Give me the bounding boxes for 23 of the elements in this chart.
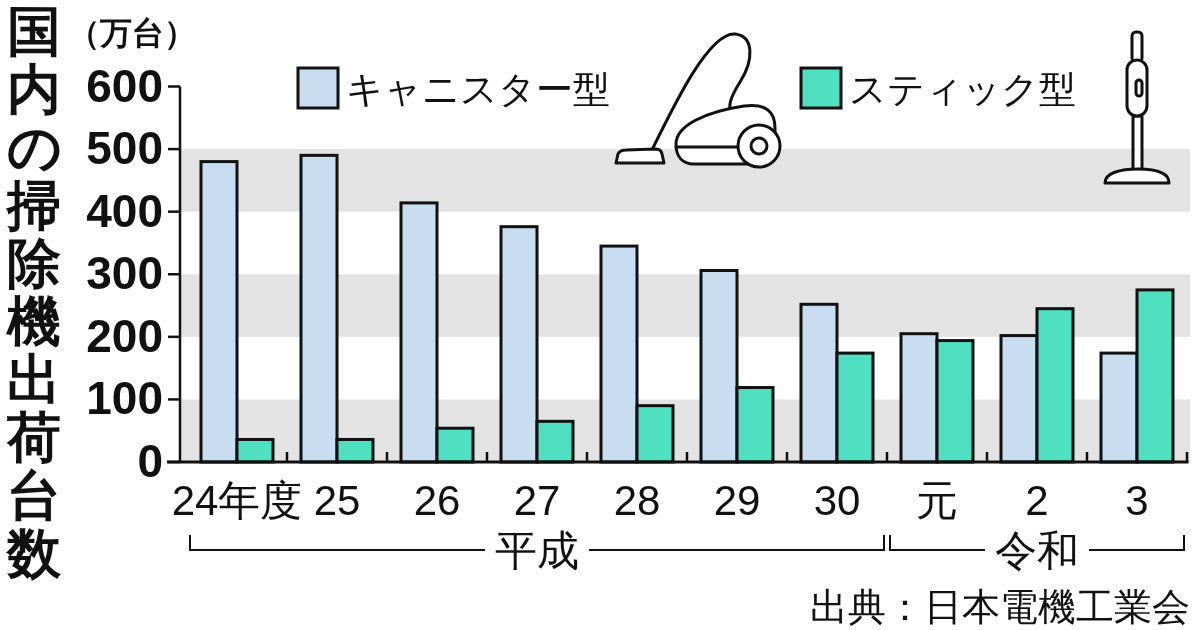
- x-tick-label: 2: [1025, 477, 1049, 524]
- y-tick-label: 300: [86, 247, 163, 300]
- x-tick-label: 元: [916, 477, 958, 524]
- y-tick-label: 600: [86, 59, 163, 112]
- annotations: 平成 令和 出典：日本電機工業会: [189, 526, 1190, 628]
- legend-label: スティック型: [849, 69, 1076, 110]
- x-tick-label: 28: [613, 477, 661, 524]
- y-tick-label: 400: [86, 184, 163, 237]
- y-axis-title: （万台）: [68, 15, 196, 51]
- x-tick-label: 30: [813, 477, 861, 524]
- x-tick-label: 29: [713, 477, 761, 524]
- x-tick-label: 3: [1125, 477, 1149, 524]
- y-tick-label: 0: [137, 435, 163, 487]
- x-tick-label: 25: [313, 477, 361, 524]
- chart-title: 国内の掃除機出荷台数: [6, 1, 62, 583]
- x-tick-label: 27: [513, 477, 561, 524]
- x-tick-label: 26: [413, 477, 461, 524]
- legend-label: キャニスター型: [346, 69, 610, 110]
- y-tick-label: 100: [86, 372, 163, 425]
- y-tick-label: 500: [86, 122, 163, 175]
- y-tick-label: 200: [86, 309, 163, 362]
- source-note: 出典：日本電機工業会: [810, 586, 1190, 628]
- x-tick-label: 24年度: [171, 477, 303, 524]
